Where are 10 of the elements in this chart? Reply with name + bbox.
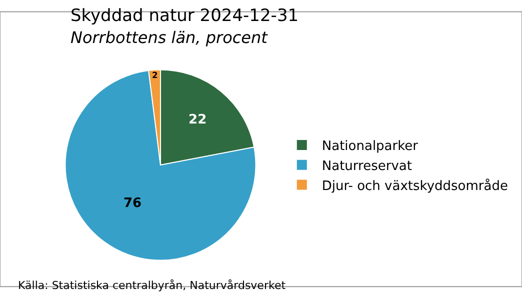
text: Källa: Statistiska centralbyrån, Naturvårdsverket [18,279,286,292]
pie-slice [64,70,256,261]
legend-label: Naturreservat [322,158,412,174]
data-label: 2 [152,70,158,80]
legend-label: Nationalparker [322,139,419,154]
data-label: 76 [123,196,142,212]
data-label: 22 [188,112,207,128]
chart-title: Skyddad natur 2024-12-31 [70,6,299,26]
legend-label: Djur- och växtskyddsområde [322,178,508,194]
chart-subtitle: Norrbottens län, procent [70,28,268,48]
